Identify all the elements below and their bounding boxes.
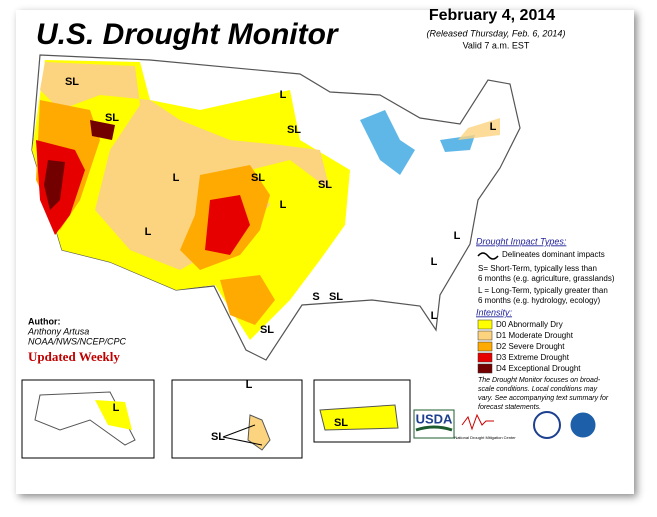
us-map — [31, 54, 521, 361]
date: February 4, 2014 — [429, 7, 555, 24]
valid: Valid 7 a.m. EST — [463, 40, 530, 50]
map-label: L — [454, 230, 461, 242]
impact-short: S= Short-Term, typically less than — [478, 264, 597, 273]
impact-long: 6 months (e.g. hydrology, ecology) — [478, 296, 600, 305]
legend-swatch — [477, 352, 493, 363]
legend-swatch — [477, 319, 493, 330]
author-name: Anthony Artusa — [27, 326, 89, 336]
map-label: L — [145, 226, 152, 238]
title: U.S. Drought Monitor — [36, 18, 340, 51]
map-label: L — [280, 199, 287, 211]
map-label: L — [490, 121, 497, 133]
impact-short: 6 months (e.g. agriculture, grasslands) — [478, 274, 615, 283]
map-label: L — [246, 379, 253, 391]
map-label: L — [431, 310, 438, 322]
impact-delineates: Delineates dominant impacts — [502, 250, 605, 259]
map-label: S — [312, 291, 319, 303]
impact-long: L = Long-Term, typically greater than — [478, 286, 608, 295]
map-label: SL — [334, 417, 348, 429]
note-line: vary. See accompanying text summary for — [478, 395, 609, 402]
legend-swatch — [477, 330, 493, 341]
note-line: The Drought Monitor focuses on broad- — [478, 377, 601, 384]
map-label: SL — [251, 172, 265, 184]
map-label: L — [173, 172, 180, 184]
legend-label: D3 Extreme Drought — [496, 353, 570, 362]
map-label: SL — [329, 291, 343, 303]
note-line: forecast statements. — [478, 404, 541, 411]
map-label: SL — [260, 324, 274, 336]
map-label: SL — [211, 431, 225, 443]
intensity-heading: Intensity: — [476, 307, 513, 317]
map-label: SL — [287, 124, 301, 136]
impact-heading: Drought Impact Types: — [476, 236, 567, 246]
updated: Updated Weekly — [28, 349, 120, 364]
noaa-seal — [569, 411, 597, 439]
map-label: SL — [105, 112, 119, 124]
released: (Released Thursday, Feb. 6, 2014) — [427, 28, 566, 38]
legend-label: D2 Severe Drought — [496, 342, 565, 351]
legend-label: D0 Abnormally Dry — [496, 320, 563, 329]
ndmc-text: National Drought Mitigation Center — [454, 435, 516, 440]
map-label: L — [280, 89, 287, 101]
inset-boxes — [21, 379, 411, 459]
usda-text: USDA — [416, 411, 453, 426]
map-label: SL — [318, 179, 332, 191]
author-heading: Author: — [28, 316, 61, 326]
map-label: L — [113, 402, 120, 414]
commerce-seal — [533, 411, 561, 439]
legend-swatch — [477, 363, 493, 374]
map-label: SL — [65, 76, 79, 88]
legend-label: D1 Moderate Drought — [496, 331, 574, 340]
note-line: scale conditions. Local conditions may — [478, 386, 598, 393]
legend-swatch — [477, 341, 493, 352]
map-label: L — [431, 256, 438, 268]
author-org: NOAA/NWS/NCEP/CPC — [28, 336, 127, 346]
usda-logo — [413, 409, 455, 439]
legend-label: D4 Exceptional Drought — [496, 364, 581, 373]
